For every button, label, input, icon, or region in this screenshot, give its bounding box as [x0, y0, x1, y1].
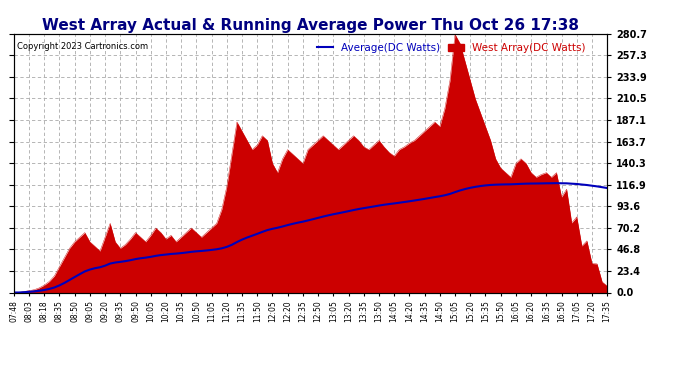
Legend: Average(DC Watts), West Array(DC Watts): Average(DC Watts), West Array(DC Watts)	[313, 39, 590, 57]
Text: Copyright 2023 Cartronics.com: Copyright 2023 Cartronics.com	[17, 42, 148, 51]
Title: West Array Actual & Running Average Power Thu Oct 26 17:38: West Array Actual & Running Average Powe…	[42, 18, 579, 33]
